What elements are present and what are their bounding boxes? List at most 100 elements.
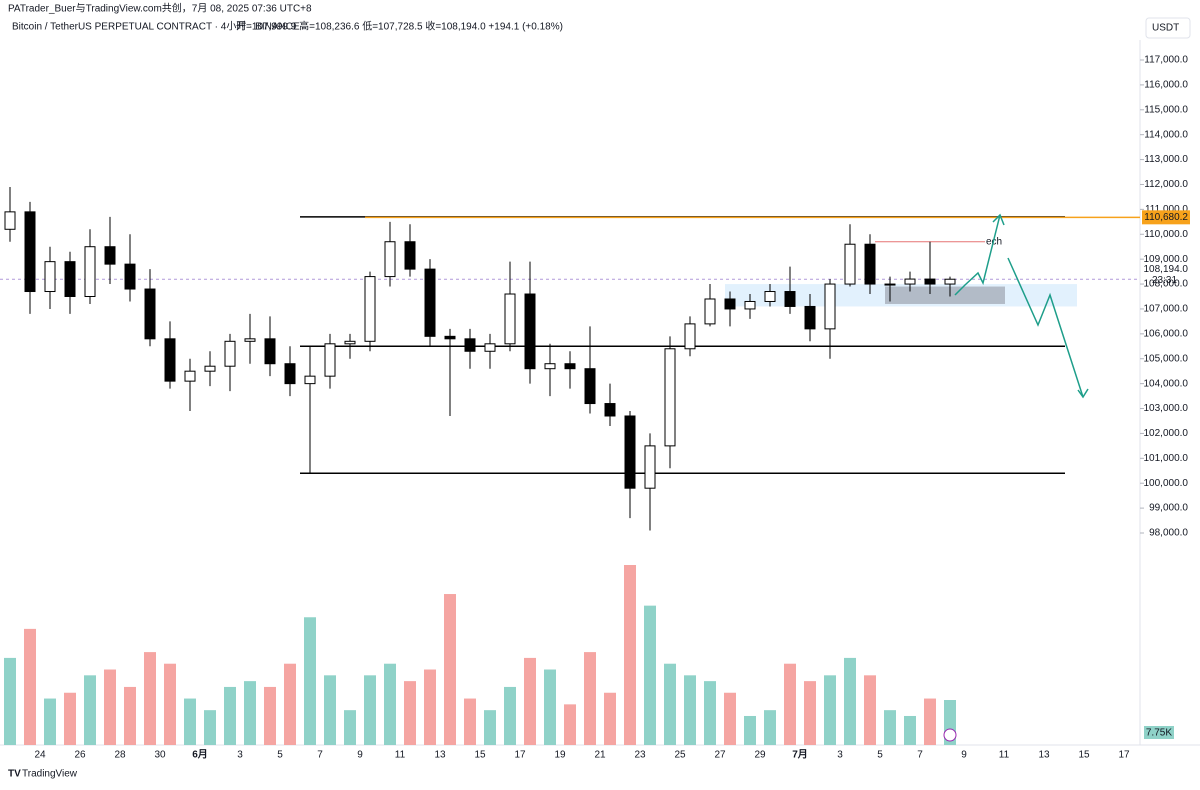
y-tick-label: 104,000.0 [1144, 378, 1189, 389]
volume-bar [384, 663, 396, 745]
volume-bar [344, 710, 356, 745]
annotation: ech [986, 236, 1002, 247]
alert-icon[interactable] [943, 728, 957, 742]
arrowhead [992, 213, 1005, 226]
volume-bar [864, 675, 876, 745]
volume-bar [844, 657, 856, 745]
y-tick-label: 102,000.0 [1144, 428, 1189, 439]
x-tick-label: 29 [754, 750, 766, 761]
x-tick-label: 13 [1038, 750, 1050, 761]
volume-bar [364, 675, 376, 745]
volume-bar [44, 698, 56, 745]
x-tick-label: 25 [674, 750, 686, 761]
candle-body [684, 323, 696, 350]
candle-body [724, 298, 736, 310]
candle-body [764, 291, 776, 302]
x-tick-label: 7 [317, 750, 323, 761]
y-tick-label: 113,000.0 [1144, 154, 1188, 165]
candle-body [124, 263, 136, 290]
candle-body [244, 338, 256, 342]
volume-bar [804, 681, 816, 745]
candle-body [104, 246, 116, 265]
volume-bar [824, 675, 836, 745]
last-price-label: 108,194.0 [1144, 264, 1189, 275]
x-tick-label: 13 [434, 750, 446, 761]
volume-bar [64, 692, 76, 745]
candle-body [64, 261, 76, 297]
volume-tag [1144, 726, 1174, 739]
volume-bar [464, 698, 476, 745]
x-tick-label: 5 [877, 750, 883, 761]
volume-bar [924, 698, 936, 745]
volume-bar [744, 715, 756, 745]
x-tick-label: 17 [514, 750, 526, 761]
demand-zone [725, 284, 1077, 307]
volume-bar [564, 704, 576, 745]
candle-body [464, 338, 476, 352]
x-tick-label: 27 [714, 750, 726, 761]
x-tick-label: 28 [114, 750, 126, 761]
volume-bar [604, 692, 616, 745]
symbol: Bitcoin / TetherUS PERPETUAL CONTRACT · … [12, 21, 300, 33]
candle-body [784, 291, 796, 307]
x-tick-label: 7 [917, 750, 923, 761]
x-tick-label: 11 [999, 750, 1010, 761]
x-tick-label: 9 [961, 750, 967, 761]
volume-bar [584, 652, 596, 745]
x-tick-label: 26 [74, 750, 86, 761]
y-tick-label: 111,000.0 [1145, 204, 1188, 215]
candle-body [904, 278, 916, 285]
candle-body [604, 403, 616, 417]
volume-bar [84, 675, 96, 745]
volume-bar [124, 686, 136, 745]
volume-bar [244, 681, 256, 745]
volume-bar [24, 628, 36, 745]
volume-bar [4, 657, 16, 745]
candle-body [284, 363, 296, 385]
volume-bar [764, 710, 776, 745]
y-tick-label: 115,000.0 [1144, 104, 1188, 115]
volume-bar [424, 669, 436, 745]
volume-label: 7.75K [1146, 728, 1172, 739]
volume-bar [304, 617, 316, 745]
x-tick-label: 9 [357, 750, 363, 761]
candle-body [224, 340, 236, 367]
candle-body [704, 298, 716, 325]
volume-bar [104, 669, 116, 745]
candle-body [384, 241, 396, 278]
candle-body [744, 300, 756, 310]
x-tick-label: 30 [154, 750, 166, 761]
candle-body [864, 243, 876, 285]
volume-bar [624, 565, 636, 745]
currency-button[interactable] [1145, 17, 1191, 39]
y-tick-label: 110,000.0 [1144, 229, 1188, 240]
credit: PATrader_Buer与TradingView.com共创，7月 08, 2… [8, 2, 312, 15]
candle-body [504, 293, 516, 345]
candle-body [184, 370, 196, 382]
x-tick-label: 3 [237, 750, 243, 761]
candle-body [484, 343, 496, 352]
projection-down [1007, 257, 1084, 398]
x-tick-label: 19 [554, 750, 566, 761]
y-tick-label: 107,000.0 [1144, 304, 1189, 315]
candle-body [844, 243, 856, 285]
x-tick-label: 17 [1118, 750, 1130, 761]
y-tick-label: 101,000.0 [1144, 453, 1189, 464]
y-tick-label: 98,000.0 [1149, 528, 1188, 539]
projection-up [954, 214, 1001, 296]
candle-body [884, 283, 896, 286]
x-tick-label: 6月 [192, 749, 208, 761]
candle-body [264, 338, 276, 365]
currency[interactable]: USDT [1152, 23, 1179, 34]
candle-body [624, 415, 636, 489]
candle-body [364, 276, 376, 342]
candle-body [824, 283, 836, 330]
candle-body [424, 268, 436, 337]
y-tick-label: 106,000.0 [1144, 328, 1189, 339]
volume-bar [504, 686, 516, 745]
y-tick-label: 112,000.0 [1144, 179, 1188, 190]
y-tick-label: 109,000.0 [1144, 254, 1189, 265]
volume-bar [524, 657, 536, 745]
volume-bar [164, 663, 176, 745]
